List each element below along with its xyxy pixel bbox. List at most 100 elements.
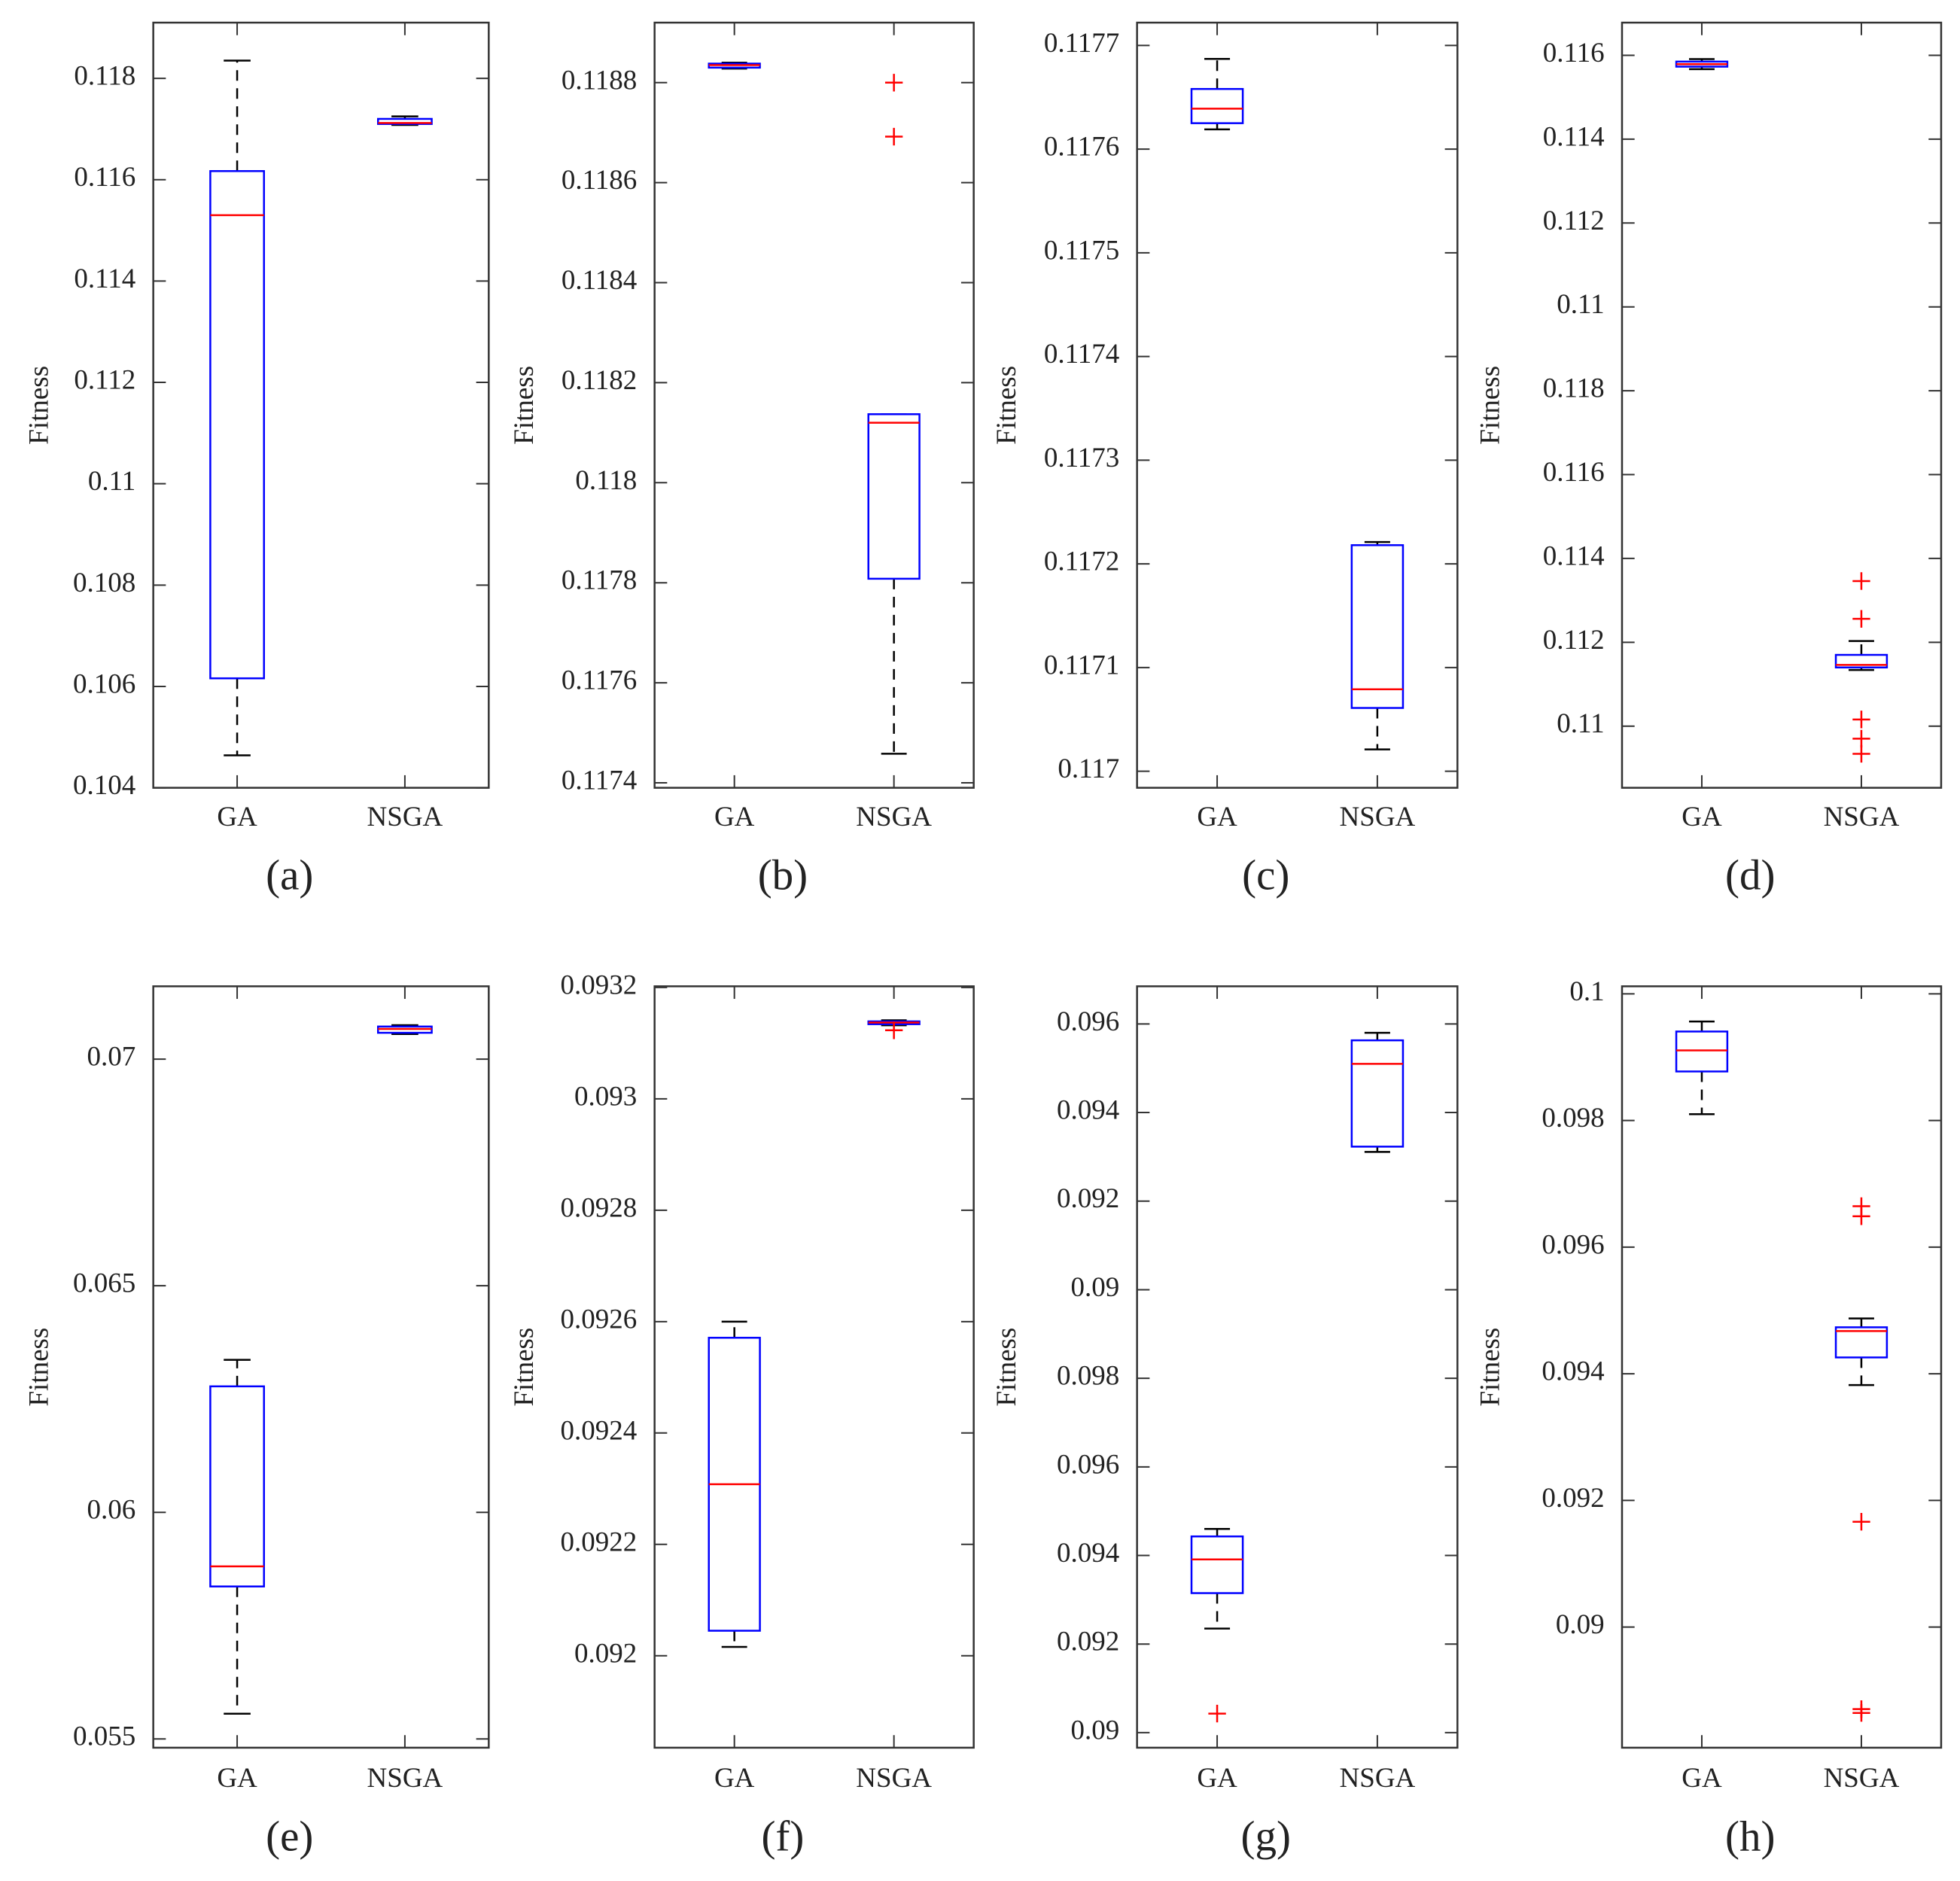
y-tick-label: 0.1174 [1044,339,1119,370]
y-tick-label: 0.11 [1557,708,1604,739]
panel-caption: (d) [1725,852,1775,899]
x-tick-label: NSGA [1824,802,1900,832]
y-tick-label: 0.094 [1057,1538,1119,1569]
axes-frame [1621,985,1943,1749]
outlier [1852,1704,1870,1722]
panel-caption: (c) [1242,852,1289,899]
y-tick-label: 0.118 [74,61,135,92]
y-tick-label: 0.114 [74,263,135,294]
y-tick-label: 0.1173 [1044,443,1119,473]
axes-frame [1136,985,1459,1749]
box [1834,1326,1888,1359]
y-tick-label: 0.1186 [562,165,637,196]
y-tick-label: 0.055 [73,1721,135,1752]
y-tick-label: 0.116 [74,162,135,193]
y-tick-label: 0.096 [1057,1449,1119,1480]
x-tick-label: GA [714,1763,755,1794]
y-tick-label: 0.09 [1071,1272,1120,1303]
y-tick-label: 0.1188 [562,65,637,96]
y-tick-label: 0.108 [73,568,135,598]
box [209,170,265,680]
y-axis-label: Fitness [509,1328,540,1407]
y-tick-label: 0.11 [88,466,135,497]
outlier [1852,572,1870,590]
x-tick-label: NSGA [856,1763,932,1794]
y-tick-label: 0.094 [1057,1095,1119,1126]
y-tick-label: 0.114 [1543,121,1605,152]
x-tick-label: NSGA [856,802,932,832]
axes-frame [1136,21,1459,789]
y-axis-label: Fitness [24,1328,55,1407]
y-axis-label: Fitness [509,366,540,445]
box [1675,1030,1729,1073]
y-tick-label: 0.09 [1556,1609,1605,1640]
box [1190,87,1244,124]
y-tick-label: 0.11 [1557,289,1604,320]
y-tick-label: 0.1178 [562,565,637,596]
y-tick-label: 0.106 [73,668,135,699]
outlier [884,74,903,92]
x-tick-label: NSGA [367,802,443,832]
y-tick-label: 0.0932 [561,969,638,1000]
y-tick-label: 0.1175 [1044,235,1119,266]
outlier [1852,711,1870,729]
x-tick-label: GA [1682,802,1722,832]
outlier [884,1021,903,1039]
y-axis-label: Fitness [1475,366,1506,445]
panel-caption: (h) [1725,1813,1775,1861]
y-axis-label: Fitness [24,366,55,445]
y-tick-label: 0.112 [74,365,135,396]
x-tick-label: GA [217,1763,257,1794]
outlier [1852,729,1870,748]
y-axis-label: Fitness [1475,1328,1506,1407]
y-tick-label: 0.114 [1543,540,1605,571]
panel-caption: (a) [266,852,313,899]
axes-frame [152,21,490,789]
y-tick-label: 0.098 [1057,1361,1119,1392]
y-tick-label: 0.118 [575,465,637,496]
y-tick-label: 0.0924 [561,1415,638,1446]
panel-caption: (g) [1241,1813,1291,1861]
y-tick-label: 0.116 [1543,38,1605,68]
y-tick-label: 0.1177 [1044,28,1119,59]
box [1834,653,1888,668]
y-tick-label: 0.1184 [562,265,637,296]
outlier [1852,1513,1870,1531]
outlier [1852,744,1870,763]
y-tick-label: 0.117 [1058,753,1119,784]
y-tick-label: 0.116 [1543,457,1605,488]
axes-frame [152,985,490,1749]
y-tick-label: 0.118 [1543,373,1605,404]
y-tick-label: 0.1176 [1044,132,1119,163]
panel-caption: (e) [266,1813,313,1861]
y-tick-label: 0.0928 [561,1192,638,1223]
x-tick-label: GA [1197,802,1237,832]
x-tick-label: NSGA [367,1763,443,1794]
y-tick-label: 0.1 [1569,976,1604,1007]
y-tick-label: 0.0922 [561,1526,638,1557]
y-tick-label: 0.098 [1542,1103,1604,1134]
panel-caption: (b) [758,852,808,899]
outlier [1208,1704,1226,1723]
axes-frame [1621,21,1943,789]
y-axis-label: Fitness [991,366,1022,445]
box [209,1385,265,1587]
x-tick-label: GA [714,802,755,832]
y-tick-label: 0.092 [574,1638,637,1669]
y-tick-label: 0.09 [1071,1715,1120,1746]
box [1190,1535,1244,1594]
x-tick-label: GA [1682,1763,1722,1794]
y-tick-label: 0.0926 [561,1304,638,1335]
y-tick-label: 0.096 [1542,1229,1604,1260]
box [1350,544,1405,709]
outlier [1852,1207,1870,1225]
y-tick-label: 0.07 [87,1042,136,1073]
box [1350,1039,1405,1148]
y-tick-label: 0.1174 [562,765,637,796]
y-tick-label: 0.092 [1057,1627,1119,1657]
y-tick-label: 0.104 [73,770,135,801]
y-tick-label: 0.094 [1542,1356,1604,1387]
box [377,117,433,125]
y-tick-label: 0.1172 [1044,546,1119,577]
